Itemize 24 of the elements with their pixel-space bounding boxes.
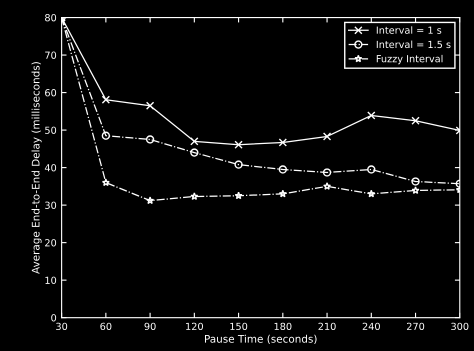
y-tick-label: 50 — [45, 126, 56, 134]
x-axis-title: Pause Time (seconds) — [205, 334, 317, 344]
y-tick-label: 20 — [45, 239, 56, 246]
y-axis-title: Average End-to-End Delay (milliseconds) — [32, 62, 42, 274]
x-tick-label: 90 — [144, 322, 156, 330]
legend-label: Fuzzy Interval — [376, 54, 442, 64]
x-tick-label: 150 — [230, 322, 248, 330]
x-tick-label: 60 — [100, 322, 112, 330]
y-tick-label: 10 — [45, 276, 56, 284]
y-tick-label: 80 — [45, 14, 56, 22]
x-tick-label: 300 — [451, 322, 468, 330]
y-tick-label: 40 — [44, 164, 56, 172]
y-tick-label: 30 — [45, 202, 56, 209]
x-tick-label: 270 — [406, 322, 424, 330]
y-tick-label: 0 — [51, 314, 56, 322]
x-tick-label: 30 — [56, 322, 68, 330]
y-tick-label: 70 — [45, 52, 56, 59]
x-tick-label: 120 — [186, 322, 203, 330]
legend-label: Interval = 1.5 s — [376, 40, 451, 48]
x-tick-label: 180 — [274, 322, 292, 330]
x-tick-label: 210 — [318, 322, 336, 330]
legend-label: Interval = 1 s — [376, 26, 442, 34]
x-tick-label: 240 — [362, 322, 380, 330]
y-tick-label: 60 — [45, 89, 56, 96]
